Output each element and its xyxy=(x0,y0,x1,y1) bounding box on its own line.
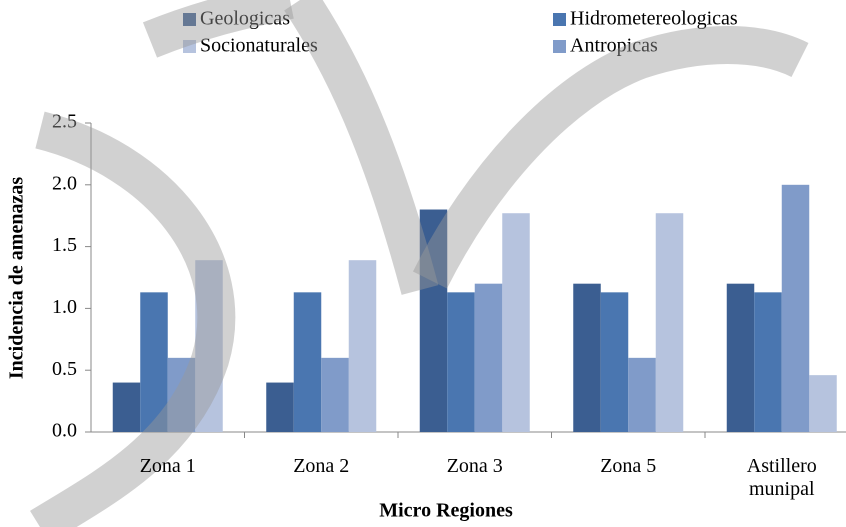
legend-label: Antropicas xyxy=(570,35,658,57)
watermark xyxy=(30,111,236,527)
bar xyxy=(195,260,223,432)
legend-label: Geologicas xyxy=(200,8,290,30)
legend-swatch xyxy=(553,40,566,53)
bar xyxy=(600,292,629,432)
watermark xyxy=(413,26,809,289)
watermark xyxy=(284,0,439,295)
legend-swatch xyxy=(553,13,566,26)
y-tick-label: 2.5 xyxy=(52,111,77,133)
legend-label: Hidrometereologicas xyxy=(570,8,738,30)
x-tick-label: Zona 1 xyxy=(139,455,196,477)
bar xyxy=(348,260,377,432)
x-axis-title: Micro Regiones xyxy=(379,500,513,522)
y-tick-label: 2.0 xyxy=(52,172,77,194)
bar xyxy=(140,292,168,432)
y-tick-label: 0.5 xyxy=(52,358,77,380)
x-tick-label: Zona 2 xyxy=(293,455,350,477)
x-tick-label: Zona 5 xyxy=(600,455,657,477)
x-tick-label: Zona 3 xyxy=(446,455,503,477)
bar xyxy=(655,213,684,432)
legend-swatch xyxy=(183,40,196,53)
bar xyxy=(266,382,294,432)
bar xyxy=(474,283,503,432)
bar xyxy=(293,292,322,432)
bar xyxy=(167,357,196,432)
bar xyxy=(754,292,782,432)
bar xyxy=(112,382,141,432)
watermark xyxy=(142,0,294,58)
bar xyxy=(502,213,530,432)
bar xyxy=(726,283,755,432)
bar xyxy=(419,209,448,432)
bar xyxy=(321,357,349,432)
legend-swatch xyxy=(183,13,196,26)
y-tick-label: 1.5 xyxy=(52,234,77,256)
bar xyxy=(573,283,601,432)
y-axis-title: Incidencia de amenazas xyxy=(6,177,28,379)
legend-label: Socionaturales xyxy=(200,35,318,57)
bar xyxy=(781,184,810,432)
bar xyxy=(809,375,837,432)
bar xyxy=(447,292,475,432)
x-tick-label: Astillero munipal xyxy=(746,455,817,500)
y-tick-label: 1.0 xyxy=(52,296,77,318)
y-tick-label: 0.0 xyxy=(52,420,77,442)
bar xyxy=(628,357,656,432)
